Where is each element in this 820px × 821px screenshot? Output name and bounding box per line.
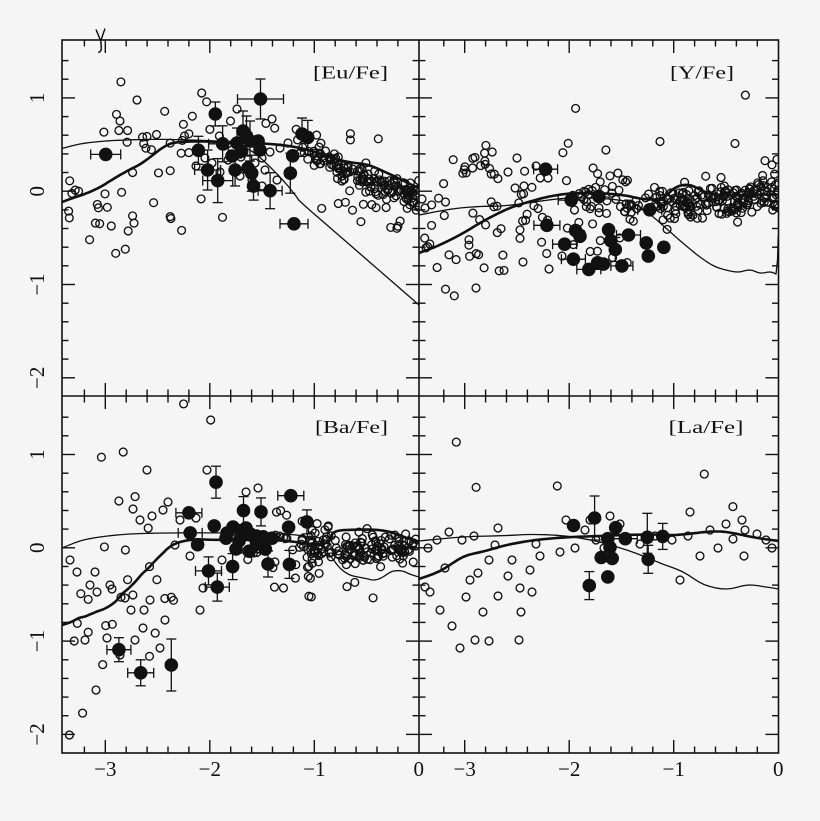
svg-text:−1: −1 [303,757,325,781]
svg-text:−2: −2 [558,757,580,781]
svg-text:−2: −2 [25,723,49,745]
svg-text:0: 0 [25,186,49,197]
svg-text:−3: −3 [454,757,476,781]
svg-text:−2: −2 [25,367,49,389]
svg-text:0: 0 [773,757,784,781]
svg-text:−2: −2 [199,757,221,781]
svg-text:0: 0 [25,543,49,554]
svg-text:−3: −3 [94,757,116,781]
svg-text:−1: −1 [25,630,49,652]
svg-text:−1: −1 [663,757,685,781]
svg-text:1: 1 [25,449,49,460]
svg-text:[Ba/Fe]: [Ba/Fe] [315,417,388,437]
svg-text:1: 1 [25,93,49,104]
svg-text:0: 0 [414,757,425,781]
svg-text:−1: −1 [25,273,49,295]
svg-text:[Eu/Fe]: [Eu/Fe] [313,63,388,83]
svg-text:[La/Fe]: [La/Fe] [669,417,744,437]
svg-text:[Y/Fe]: [Y/Fe] [670,63,734,83]
